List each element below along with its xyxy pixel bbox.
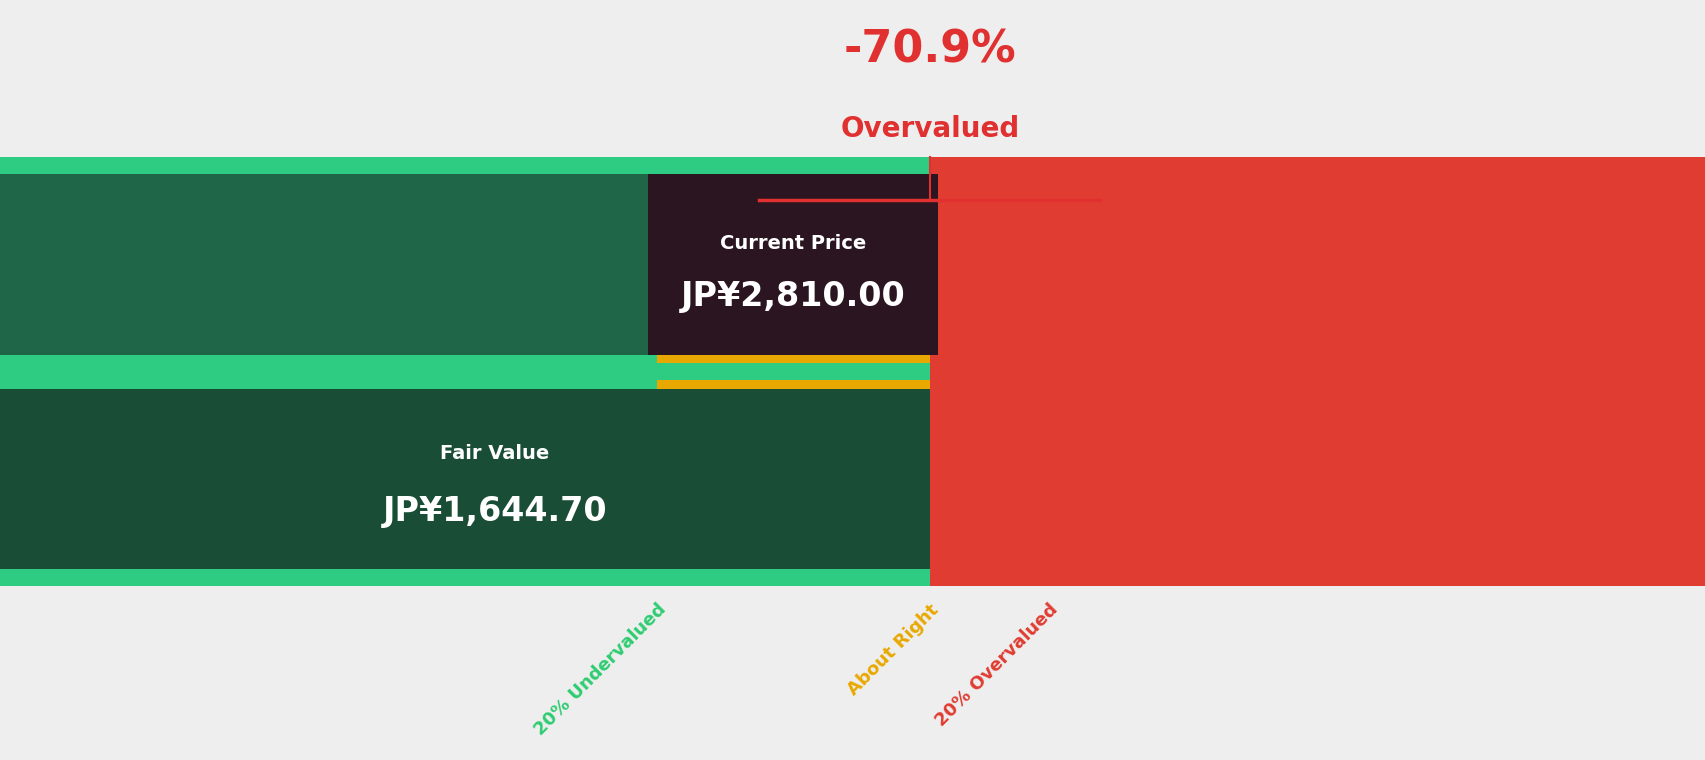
Bar (648, 175, 938, 355)
Text: About Right: About Right (844, 600, 941, 698)
Bar (68, 389, 921, 569)
Bar (0, 389, 929, 569)
Bar (929, 157, 1705, 586)
Text: Overvalued: Overvalued (839, 115, 1020, 143)
Bar (0, 157, 656, 586)
Bar (656, 175, 929, 355)
Text: Current Price: Current Price (720, 233, 866, 252)
Text: JP¥1,644.70: JP¥1,644.70 (382, 495, 607, 527)
Text: JP¥2,810.00: JP¥2,810.00 (680, 280, 905, 313)
Text: 20% Undervalued: 20% Undervalued (530, 600, 668, 739)
Bar (0, 157, 929, 175)
Text: 20% Overvalued: 20% Overvalued (933, 600, 1061, 730)
Bar (656, 157, 929, 586)
Bar (0, 363, 929, 380)
Text: Fair Value: Fair Value (440, 445, 549, 464)
Bar (0, 175, 929, 355)
Bar (0, 569, 929, 586)
Text: -70.9%: -70.9% (842, 29, 1016, 71)
